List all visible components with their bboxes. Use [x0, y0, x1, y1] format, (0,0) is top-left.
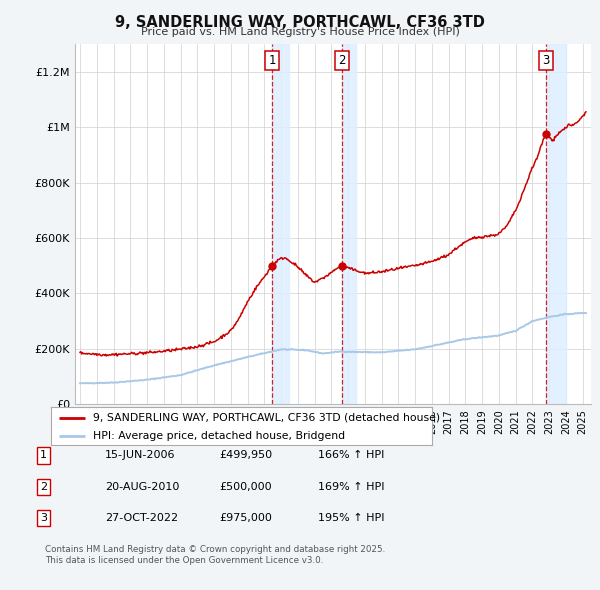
Text: 2: 2	[40, 482, 47, 491]
Bar	[546, 44, 566, 404]
Text: 169% ↑ HPI: 169% ↑ HPI	[318, 482, 385, 491]
Text: 1: 1	[268, 54, 276, 67]
Text: HPI: Average price, detached house, Bridgend: HPI: Average price, detached house, Brid…	[93, 431, 345, 441]
Text: £500,000: £500,000	[219, 482, 272, 491]
Text: £499,950: £499,950	[219, 451, 272, 460]
Text: £975,000: £975,000	[219, 513, 272, 523]
Bar	[342, 44, 356, 404]
Text: Contains HM Land Registry data © Crown copyright and database right 2025.: Contains HM Land Registry data © Crown c…	[45, 545, 385, 555]
Text: 2: 2	[338, 54, 346, 67]
Text: 15-JUN-2006: 15-JUN-2006	[105, 451, 176, 460]
Text: 9, SANDERLING WAY, PORTHCAWL, CF36 3TD: 9, SANDERLING WAY, PORTHCAWL, CF36 3TD	[115, 15, 485, 30]
Bar	[272, 44, 289, 404]
Text: 9, SANDERLING WAY, PORTHCAWL, CF36 3TD (detached house): 9, SANDERLING WAY, PORTHCAWL, CF36 3TD (…	[93, 413, 440, 423]
Text: This data is licensed under the Open Government Licence v3.0.: This data is licensed under the Open Gov…	[45, 556, 323, 565]
Text: 20-AUG-2010: 20-AUG-2010	[105, 482, 179, 491]
Text: 3: 3	[542, 54, 550, 67]
Text: 195% ↑ HPI: 195% ↑ HPI	[318, 513, 385, 523]
Text: 166% ↑ HPI: 166% ↑ HPI	[318, 451, 385, 460]
Text: Price paid vs. HM Land Registry's House Price Index (HPI): Price paid vs. HM Land Registry's House …	[140, 27, 460, 37]
Text: 1: 1	[40, 451, 47, 460]
Text: 3: 3	[40, 513, 47, 523]
Text: 27-OCT-2022: 27-OCT-2022	[105, 513, 178, 523]
